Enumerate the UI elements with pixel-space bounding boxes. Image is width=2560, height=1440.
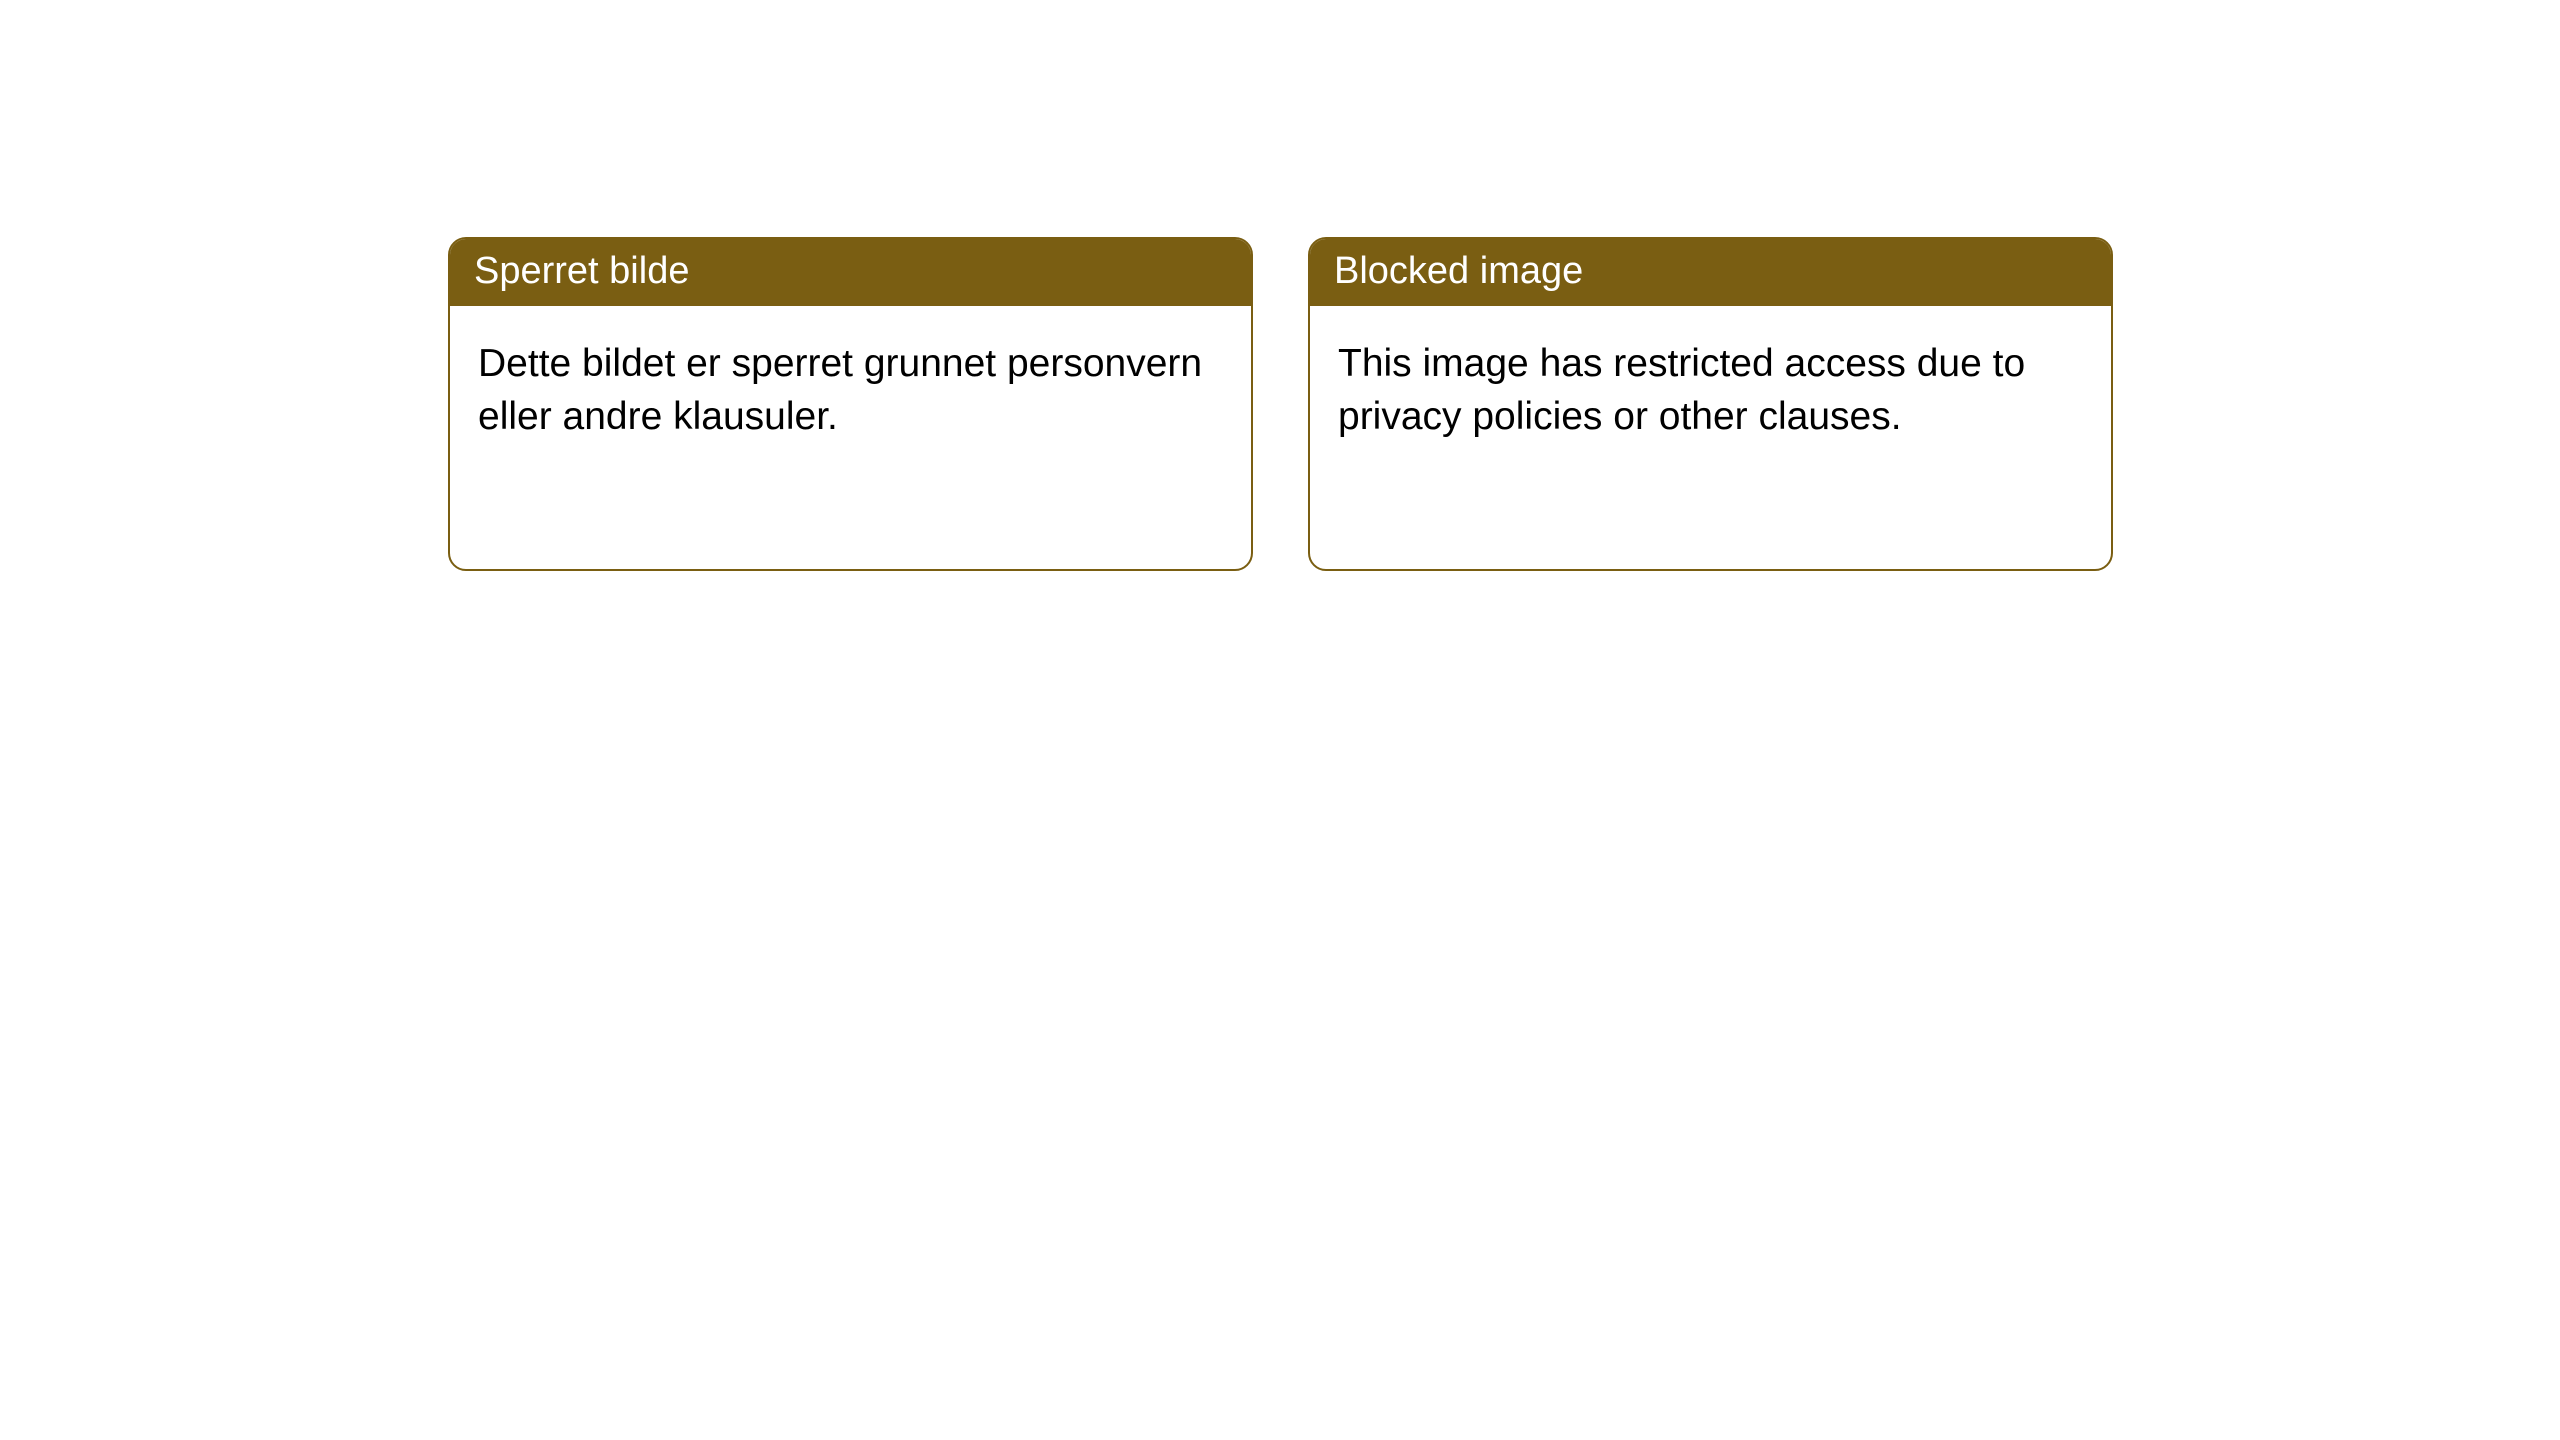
card-header: Blocked image [1310, 239, 2111, 306]
card-title: Sperret bilde [474, 250, 689, 292]
card-title: Blocked image [1334, 250, 1583, 292]
card-body: This image has restricted access due to … [1310, 306, 2111, 475]
card-body-text: Dette bildet er sperret grunnet personve… [478, 342, 1202, 438]
notice-card-english: Blocked image This image has restricted … [1308, 237, 2113, 571]
card-body: Dette bildet er sperret grunnet personve… [450, 306, 1251, 475]
card-body-text: This image has restricted access due to … [1338, 342, 2025, 438]
notice-container: Sperret bilde Dette bildet er sperret gr… [448, 237, 2113, 571]
card-header: Sperret bilde [450, 239, 1251, 306]
notice-card-norwegian: Sperret bilde Dette bildet er sperret gr… [448, 237, 1253, 571]
